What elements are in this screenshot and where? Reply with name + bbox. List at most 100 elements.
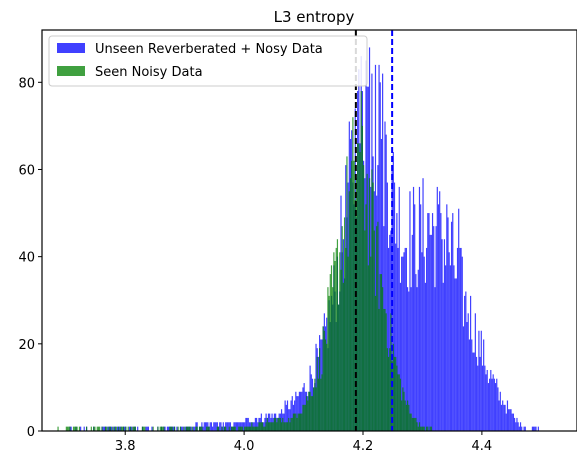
histogram-bar (473, 352, 475, 431)
histogram-bar (448, 252, 450, 431)
y-tick-label: 20 (18, 338, 35, 353)
histogram-bar (57, 426, 59, 431)
histogram-bar (391, 165, 393, 431)
histogram-bar (415, 417, 417, 431)
histogram-bar (296, 417, 298, 431)
histogram-bar (398, 374, 400, 431)
histogram-bar (422, 426, 424, 431)
legend-swatch-seen (57, 66, 85, 76)
histogram-bar (434, 287, 436, 431)
histogram-bar (267, 422, 270, 431)
histogram-bar (392, 152, 394, 432)
histogram-bar (465, 291, 467, 431)
histogram-bar (183, 426, 185, 431)
histogram-bar (170, 426, 172, 431)
histogram-bar (263, 426, 265, 431)
histogram-bar (144, 426, 146, 431)
histogram-bar (336, 239, 339, 431)
histogram-bar (66, 426, 69, 431)
histogram-bar (277, 417, 279, 431)
histogram-bar (322, 326, 324, 431)
histogram-bar (289, 422, 291, 431)
histogram-bar (404, 247, 406, 431)
histogram-bar (436, 186, 438, 431)
histogram-bar (523, 426, 525, 431)
histogram-bar (533, 426, 535, 431)
histogram-bar (426, 247, 428, 431)
histogram-bar (93, 426, 95, 431)
histogram-bar (386, 348, 388, 431)
histogram-bar (408, 291, 410, 431)
histogram-bar (113, 426, 115, 431)
histogram-bar (513, 417, 516, 431)
histogram-bar (69, 426, 71, 431)
histogram-bar (411, 234, 413, 431)
histogram-bar (403, 391, 405, 431)
histogram-bar (192, 426, 195, 431)
histogram-bar (462, 326, 465, 431)
histogram-bar (107, 426, 109, 431)
histogram-bar (518, 426, 520, 431)
histogram-bar (196, 426, 198, 431)
histogram-bar (503, 404, 505, 431)
histogram-bar (358, 143, 360, 431)
histogram-bar (515, 422, 517, 431)
histogram-bar (537, 426, 539, 431)
histogram-bar (386, 182, 388, 431)
histogram-bar (481, 365, 484, 431)
histogram-bar (323, 330, 325, 431)
histogram-bar (352, 117, 354, 432)
histogram-bar (258, 422, 260, 431)
histogram-bar (491, 378, 493, 431)
histogram-bar (129, 426, 132, 431)
histogram-bar (311, 396, 314, 431)
histogram-bar (379, 82, 381, 432)
histogram-bar (163, 426, 165, 431)
histogram-bar (315, 387, 317, 431)
histogram-bar (485, 374, 487, 431)
histogram-bar (404, 400, 406, 431)
histogram-bar (295, 391, 297, 431)
histogram-bar (284, 400, 286, 431)
histogram-bar (97, 426, 100, 431)
histogram-bar (246, 417, 248, 431)
histogram-bar (124, 426, 126, 431)
histogram-bar (508, 409, 510, 431)
histogram-bar (241, 426, 243, 431)
histogram-bar (409, 413, 411, 431)
histogram-bar (498, 400, 500, 431)
histogram-bar (461, 256, 463, 431)
histogram-bar (415, 274, 417, 431)
histogram-bar (511, 413, 513, 431)
histogram-bar (209, 422, 211, 431)
histogram-bar (125, 426, 127, 431)
histogram-bar (408, 404, 410, 431)
histogram-bar (200, 426, 202, 431)
histogram-bar (429, 426, 431, 431)
histogram-bar (162, 426, 164, 431)
histogram-bar (521, 426, 523, 431)
histogram-bar (229, 422, 232, 431)
histogram-bar (389, 348, 391, 431)
legend: Unseen Reverberated + Nosy Data Seen Noi… (48, 35, 368, 87)
histogram-bar (280, 409, 283, 431)
histogram-bar (291, 417, 293, 431)
histogram-bar (468, 339, 470, 431)
histogram-bar (238, 426, 240, 431)
histogram-bar (146, 426, 148, 431)
histogram-bar (382, 287, 384, 431)
histogram-bar (412, 186, 415, 431)
histogram-bar (479, 356, 481, 431)
histogram-bar (376, 226, 378, 431)
histogram-bar (494, 383, 497, 431)
histogram-bar (519, 422, 522, 431)
histogram-bar (502, 400, 504, 431)
histogram-bar (308, 391, 310, 431)
histogram-bar (431, 213, 434, 431)
histogram-bar (433, 226, 435, 431)
histogram-bar (329, 274, 331, 431)
histogram-bar (75, 426, 77, 431)
histogram-bar (128, 426, 130, 431)
histogram-bar (379, 274, 381, 431)
histogram-bar (441, 239, 443, 431)
